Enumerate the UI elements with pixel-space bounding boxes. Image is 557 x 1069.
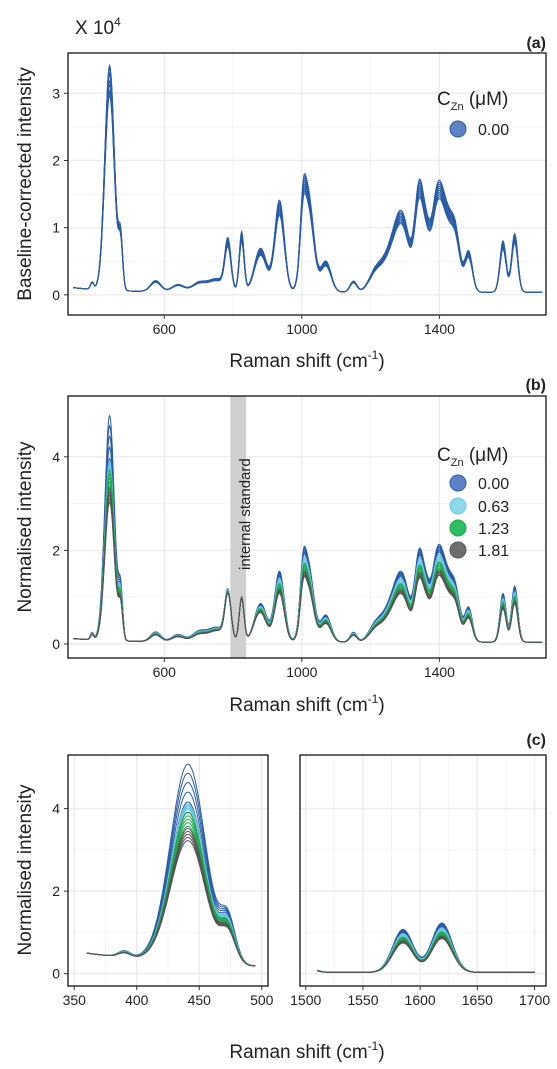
panel-b-xlabel: Raman shift (cm-1)	[229, 692, 384, 716]
panel-b-frame	[67, 395, 547, 659]
panel-c-1-xtick-label-0: 1500	[290, 992, 321, 1008]
panel-c-0-ytick-label-1: 2	[52, 883, 60, 899]
panel-a-xlabel: Raman shift (cm-1)	[229, 348, 384, 372]
panel-b-legend-title: CZn (μM)	[437, 445, 508, 469]
panel-b: 600 1000 1400 0 2 4 internal standard (b) Ram…	[15, 377, 547, 716]
panel-c-1-xtick-label-1: 1550	[347, 992, 378, 1008]
panel-b-xtick-label-1: 1000	[286, 664, 317, 680]
panel-b-ytick-label-2: 4	[52, 449, 60, 465]
panel-c-right-grid	[300, 755, 546, 986]
panel-c-0-xtick-label-2: 450	[188, 992, 212, 1008]
panel-c-line-1-1.81-4	[317, 935, 535, 973]
panel-b-legend: CZn (μM) 0.00 0.63 1.23 1.81	[437, 445, 509, 560]
panel-a-ylabel: Baseline-corrected intensity	[15, 67, 36, 301]
panel-c-0-ytick-label-0: 0	[52, 966, 60, 982]
panel-b-ytick-label-0: 0	[52, 636, 60, 652]
legend-swatch-1	[449, 497, 467, 515]
panel-b-ytick-label-1: 2	[52, 542, 60, 558]
panel-c-line-0-1.81-4	[86, 828, 256, 967]
panel-c-ticks: 350 400 450 500 0 2 4 1500 1550 1600 1650 1700	[52, 801, 550, 1008]
panel-c-1-xtick-label-3: 1650	[462, 992, 493, 1008]
panel-c-0-xtick-label-1: 400	[125, 992, 149, 1008]
internal-standard-band	[230, 396, 247, 658]
panel-c-1-xtick-label-2: 1600	[405, 992, 436, 1008]
panel-b-label: (b)	[526, 377, 546, 394]
panel-c-xlabel: Raman shift (cm-1)	[229, 1039, 384, 1063]
panel-c-0-xtick-label-3: 500	[250, 992, 274, 1008]
legend-swatch-3	[449, 541, 467, 559]
panel-a-legend: CZn (μM) 0.00	[437, 89, 509, 139]
panel-c-0-ytick-label-2: 4	[52, 801, 60, 817]
legend-swatch-2	[449, 519, 467, 537]
panel-a-line-9	[73, 73, 543, 293]
panel-b-ylabel: Normalised intensity	[15, 441, 36, 613]
panel-a-legend-entry: 0.00	[478, 122, 509, 139]
panel-c-left-frame	[67, 754, 269, 987]
panel-b-ticks: 600 1000 1400 0 2 4	[52, 449, 455, 680]
panel-a: 600 1000 1400 0 1 2 3 X 104 (a) Raman shift (c…	[15, 15, 547, 372]
panel-a-frame	[67, 52, 547, 316]
panel-b-grid	[68, 396, 546, 658]
panel-c-right-frame	[299, 754, 547, 987]
panel-b-xtick-label-2: 1400	[424, 664, 455, 680]
legend-entry-1: 0.63	[478, 499, 509, 516]
panel-a-xtick-label-2: 1400	[424, 321, 455, 337]
panel-c-right-series	[316, 922, 535, 973]
panel-b-xtick-label-0: 600	[153, 664, 177, 680]
panel-a-ytick-label-1: 1	[52, 220, 60, 236]
panel-b-line-1.81-4	[73, 487, 543, 643]
panel-a-xtick-label-0: 600	[153, 321, 177, 337]
panel-c-ylabel: Normalised intensity	[15, 784, 36, 956]
legend-entry-2: 1.23	[478, 521, 509, 538]
panel-a-grid	[68, 53, 546, 315]
panel-a-ytick-label-2: 2	[52, 152, 60, 168]
panel-a-ytick-label-3: 3	[52, 85, 60, 101]
panel-a-legend-swatch	[449, 120, 467, 138]
panel-c-left-series	[86, 763, 256, 967]
legend-entry-3: 1.81	[478, 543, 509, 560]
panel-a-xtick-label-1: 1000	[286, 321, 317, 337]
panel-a-label: (a)	[526, 35, 546, 52]
panel-c-1-xtick-label-4: 1700	[519, 992, 550, 1008]
panel-a-exponent: X 104	[75, 15, 121, 39]
legend-entry-0: 0.00	[478, 476, 509, 493]
panel-a-ticks: 600 1000 1400 0 1 2 3	[52, 85, 455, 337]
internal-standard-label: internal standard	[237, 458, 254, 570]
panel-a-ytick-label-0: 0	[52, 287, 60, 303]
panel-b-series	[73, 414, 543, 643]
panel-c-label: (c)	[526, 732, 546, 749]
panel-a-series	[73, 63, 543, 293]
panel-a-legend-title: CZn (μM)	[437, 89, 508, 113]
legend-swatch-0	[449, 474, 467, 492]
panel-c-0-xtick-label-0: 350	[63, 992, 87, 1008]
